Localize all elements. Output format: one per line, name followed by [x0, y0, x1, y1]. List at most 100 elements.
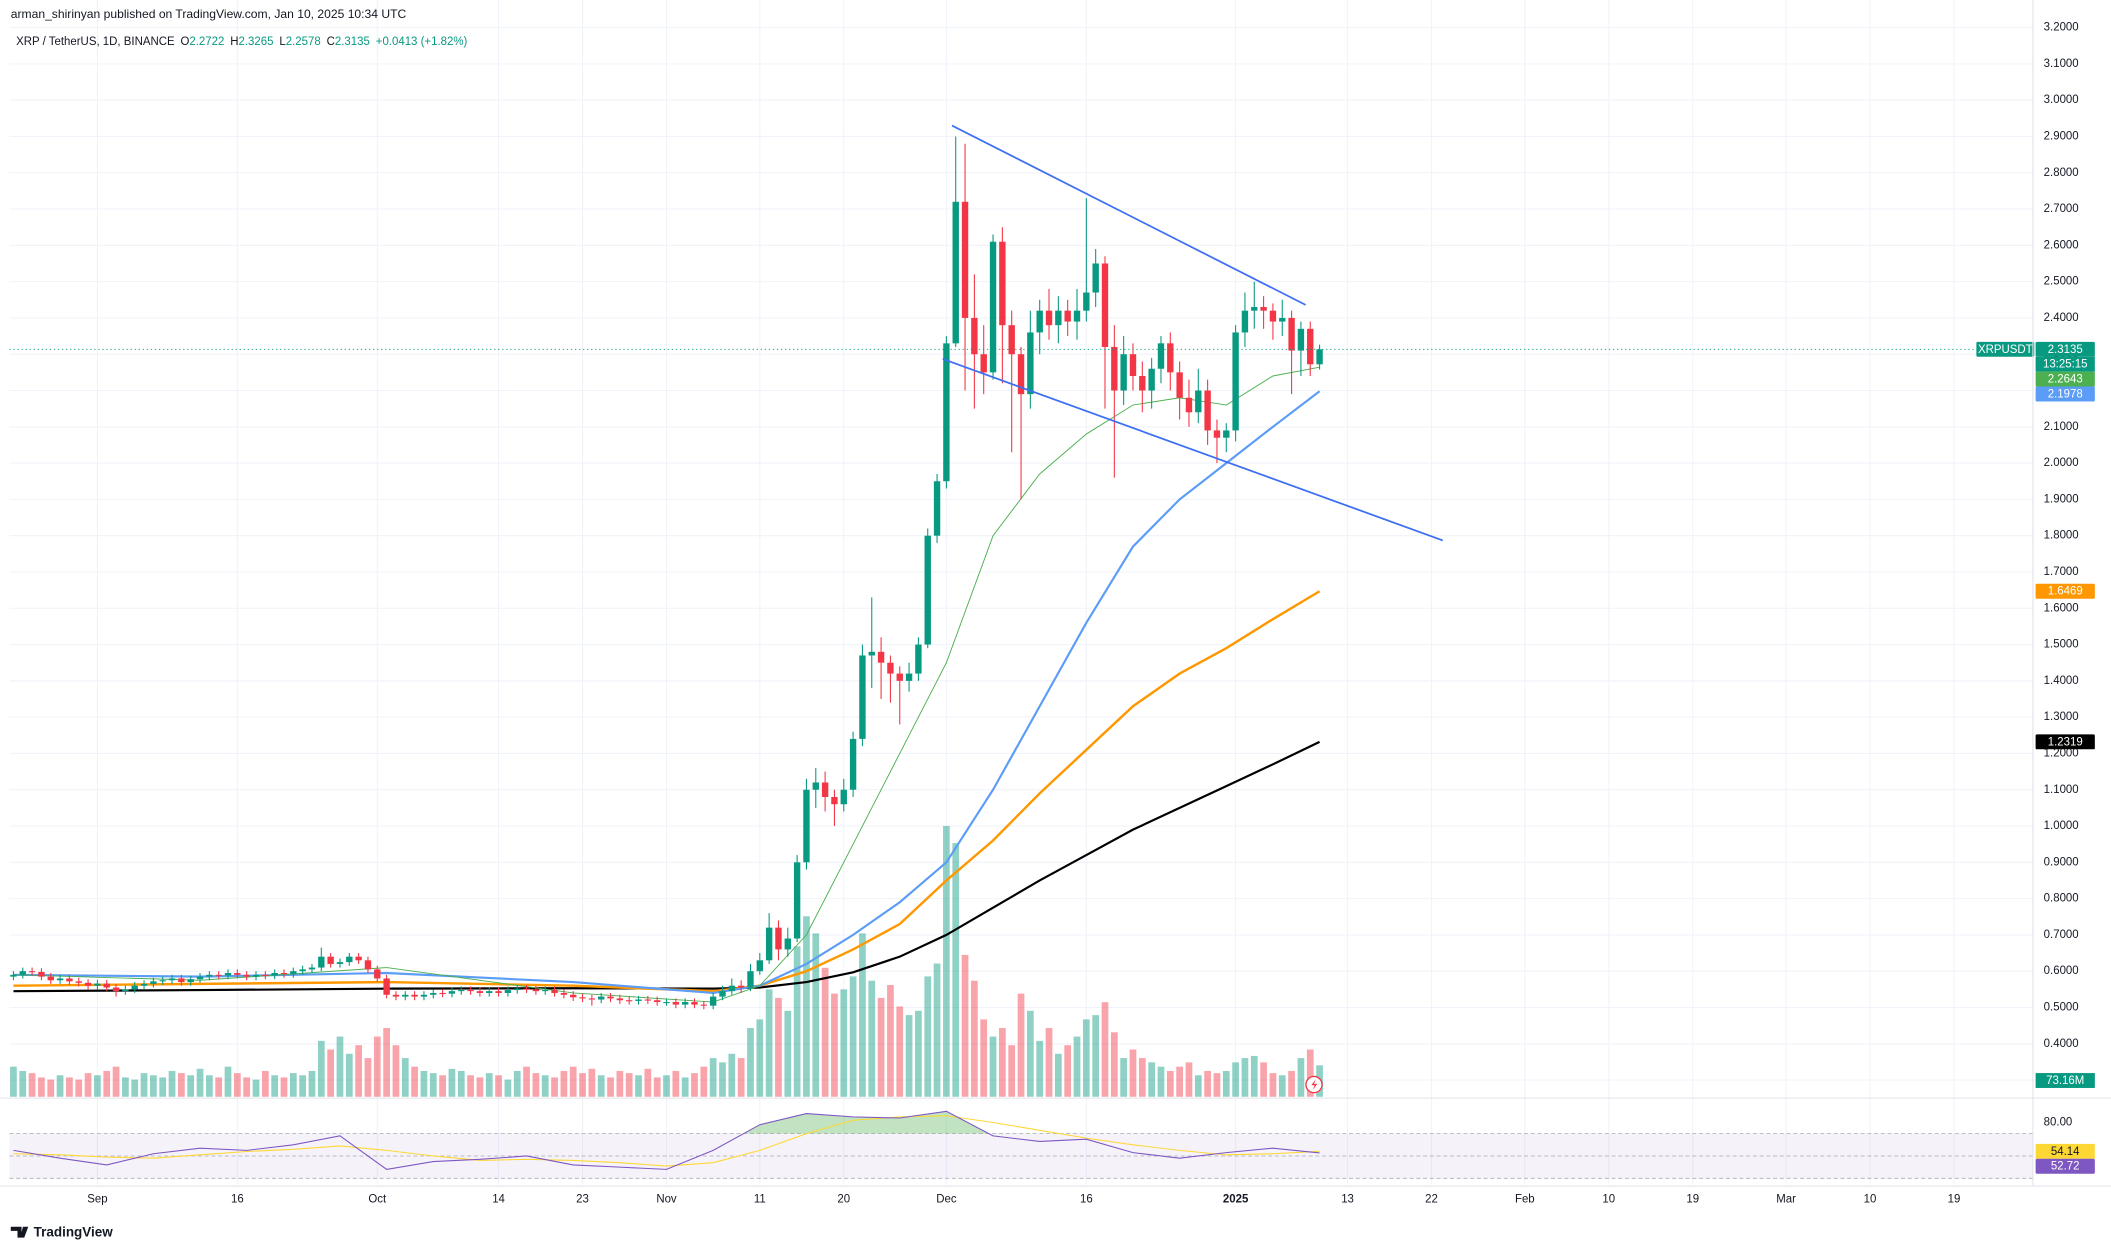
volume-bar	[467, 1075, 474, 1097]
candle-body	[691, 1002, 698, 1005]
y-tick-label: 2.8000	[2044, 167, 2079, 179]
candle-body	[663, 1002, 670, 1004]
volume-bar	[821, 967, 829, 1097]
volume-bar	[1017, 993, 1025, 1097]
volume-bar	[700, 1066, 708, 1097]
candle-body	[1017, 354, 1025, 395]
volume-bar	[560, 1070, 568, 1097]
volume-last-label: 73.16M	[2046, 1075, 2084, 1087]
volume-bar	[364, 1058, 372, 1097]
volume-bar	[1036, 1040, 1044, 1097]
candle-body	[1316, 349, 1323, 365]
candle-body	[355, 956, 362, 961]
volume-bar	[513, 1070, 521, 1097]
candle-body	[551, 990, 558, 993]
volume-bar	[28, 1073, 36, 1097]
volume-bar	[607, 1077, 614, 1097]
candle-body	[1167, 343, 1174, 373]
candle-body	[924, 535, 931, 645]
candle-body	[588, 998, 596, 1000]
volume-bar	[868, 980, 876, 1097]
volume-bar	[429, 1073, 437, 1097]
candle-body	[616, 998, 624, 1001]
volume-bar	[75, 1079, 83, 1097]
moving-average-line	[13, 590, 1321, 993]
x-tick-label: Feb	[1515, 1194, 1535, 1206]
ma-last-label: 1.6469	[2048, 586, 2083, 598]
candle-body	[467, 990, 474, 992]
candle-body	[458, 990, 465, 992]
y-tick-label: 2.9000	[2044, 130, 2079, 142]
volume-bar	[1176, 1066, 1183, 1097]
countdown-bg	[2035, 356, 2095, 372]
candle-body	[1064, 310, 1071, 322]
ma-last-label: 1.2319	[2048, 736, 2083, 748]
volume-bar	[308, 1070, 316, 1097]
candle-body	[1008, 325, 1015, 355]
volume-bar	[1204, 1070, 1211, 1097]
candle-body	[514, 988, 521, 991]
volume-bar	[933, 963, 941, 1097]
candle-body	[1045, 310, 1053, 326]
volume-bar	[504, 1079, 512, 1097]
change-value: +0.0413 (+1.82%)	[376, 36, 468, 48]
volume-bar	[1194, 1075, 1202, 1097]
volume-bar	[1120, 1058, 1128, 1097]
volume-bar	[373, 1036, 381, 1097]
candle-body	[635, 999, 642, 1001]
candle-body	[1176, 372, 1183, 398]
volume-bar	[681, 1077, 689, 1097]
volume-bar	[1269, 1073, 1277, 1097]
x-tick-label: 10	[1602, 1194, 1615, 1206]
volume-bar	[1082, 1019, 1090, 1097]
brand: TradingView	[10, 1224, 113, 1239]
volume-bar	[989, 1036, 997, 1097]
rsi-last-label: 52.72	[2051, 1161, 2080, 1173]
candle-body	[1307, 328, 1314, 365]
y-tick-label: 0.6000	[2044, 965, 2079, 977]
candle-body	[504, 990, 512, 993]
low-letter: L	[279, 36, 285, 48]
candle-body	[570, 994, 577, 998]
volume-bar	[831, 993, 838, 1097]
volume-bar	[775, 997, 782, 1097]
volume-bar	[383, 1027, 390, 1097]
candle-body	[803, 789, 810, 863]
volume-bar	[289, 1073, 297, 1097]
volume-bar	[196, 1068, 204, 1097]
y-tick-label: 1.0000	[2044, 820, 2079, 832]
open-letter: O	[180, 36, 189, 48]
volume-bar	[103, 1070, 111, 1097]
volume-bar	[317, 1040, 325, 1097]
ma-last-label-bg	[2035, 734, 2095, 750]
candle-body	[719, 991, 726, 997]
candle-body	[1129, 354, 1137, 376]
candle-body	[271, 973, 278, 976]
y-tick-label: 2.4000	[2044, 312, 2079, 324]
volume-bar	[849, 976, 857, 1097]
volume-bar	[765, 989, 773, 1097]
candle-body	[859, 655, 866, 739]
volume-bar	[448, 1068, 456, 1097]
volume-bar	[94, 1075, 101, 1097]
candle-body	[346, 956, 353, 963]
candle-body	[1148, 368, 1155, 391]
volume-bar	[579, 1073, 586, 1097]
volume-bar	[56, 1075, 64, 1097]
volume-bar	[457, 1070, 465, 1097]
y-tick-label: 2.5000	[2044, 276, 2079, 288]
candle-body	[215, 974, 222, 976]
volume-bar	[224, 1066, 232, 1097]
volume-bar	[803, 916, 810, 1097]
x-tick-label: 19	[1686, 1194, 1699, 1206]
candle-body	[94, 983, 101, 986]
candle-body	[849, 738, 857, 790]
volume-bar	[252, 1079, 260, 1097]
high-letter: H	[230, 36, 238, 48]
volume-bar	[19, 1070, 27, 1097]
candle-body	[1251, 307, 1258, 311]
candle-body	[1279, 317, 1286, 322]
volume-bar	[532, 1073, 540, 1097]
y-tick-label: 1.9000	[2044, 493, 2079, 505]
